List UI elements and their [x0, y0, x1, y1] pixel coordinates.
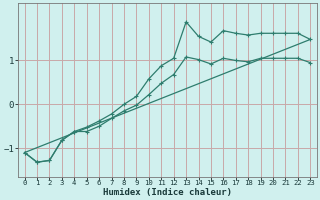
- X-axis label: Humidex (Indice chaleur): Humidex (Indice chaleur): [103, 188, 232, 197]
